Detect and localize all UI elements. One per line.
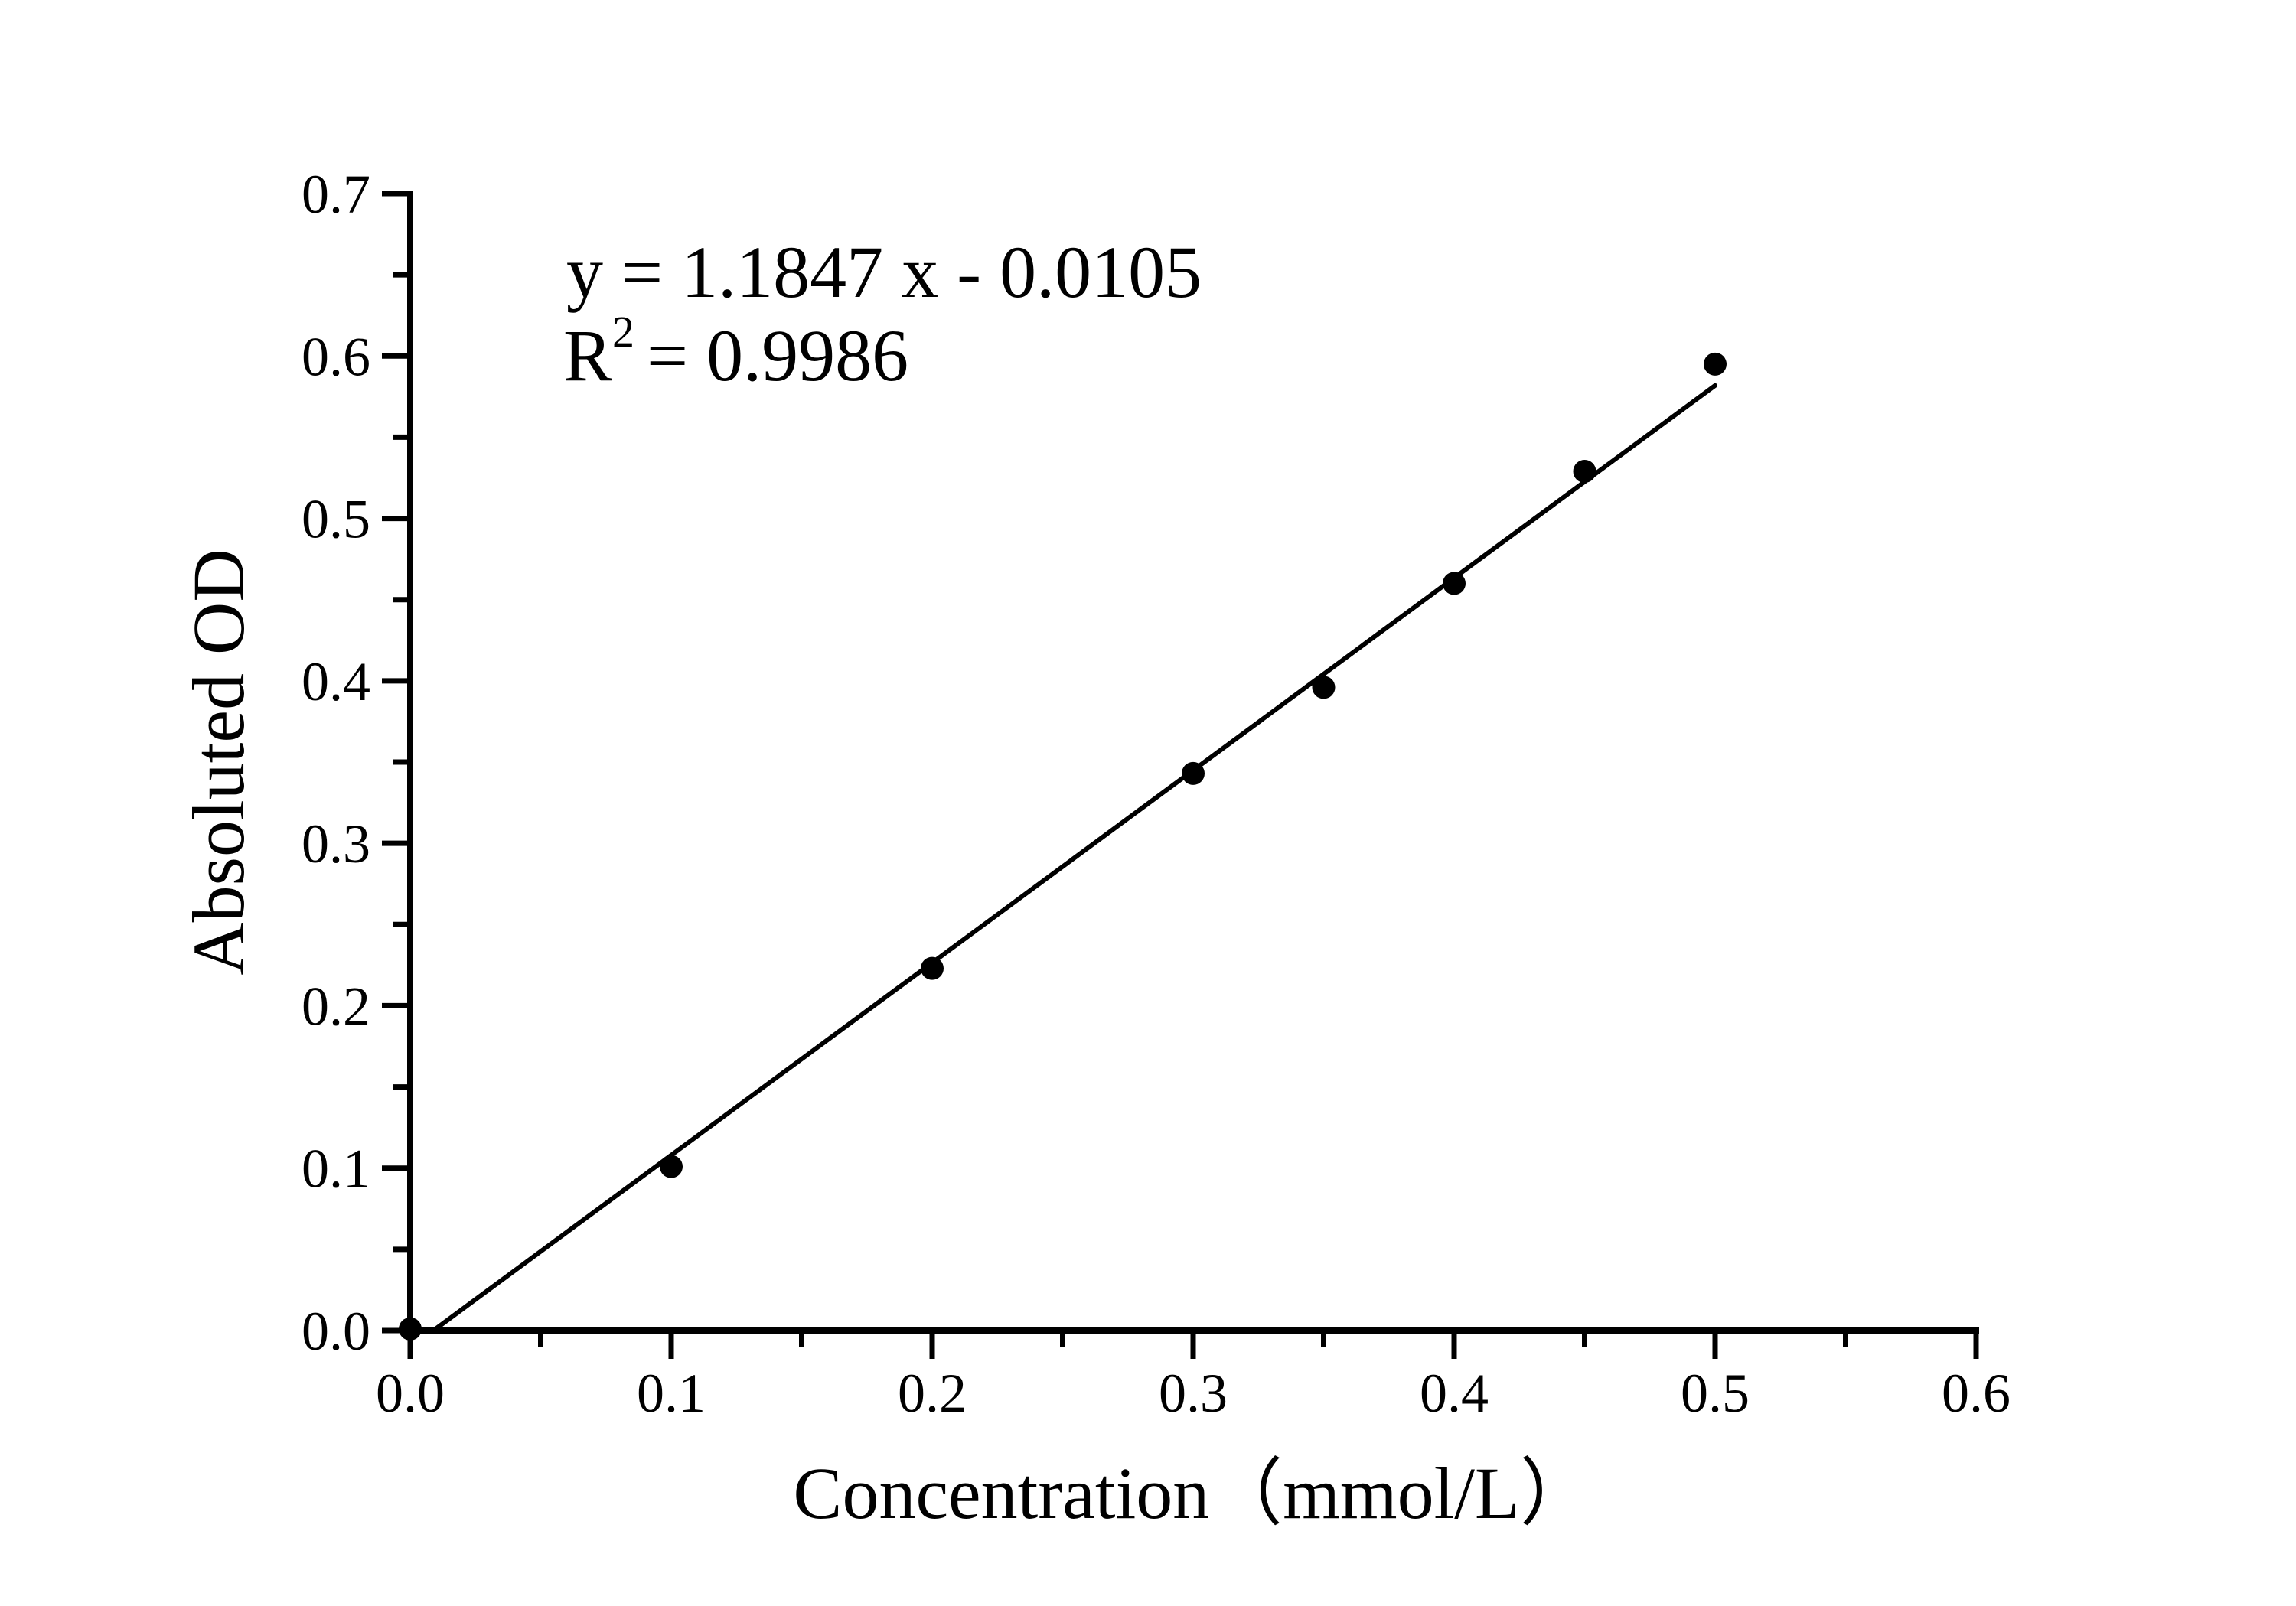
y-tick-label: 0.2 <box>302 976 370 1037</box>
y-axis-title: Absoluted OD <box>178 549 259 975</box>
data-point <box>1443 572 1466 595</box>
y-tick-label: 0.3 <box>302 813 370 875</box>
axes-layer: 0.0 0.1 0.2 0.3 0.4 0.5 0.6 0.0 0.1 0.2 0.3 0.4 0.5 0… <box>302 164 2011 1424</box>
x-tick-label: 0.5 <box>1681 1363 1750 1424</box>
y-tick-label: 0.7 <box>302 164 370 225</box>
data-point <box>921 956 944 980</box>
x-tick-label: 0.6 <box>1942 1363 2011 1424</box>
x-tick-label: 0.3 <box>1159 1363 1228 1424</box>
data-points <box>399 352 1727 1341</box>
y-tick-label: 0.6 <box>302 326 370 387</box>
y-tick-label: 0.1 <box>302 1139 370 1200</box>
fit-line <box>431 383 1717 1333</box>
data-point <box>399 1317 422 1341</box>
y-tick-label: 0.0 <box>302 1301 370 1362</box>
y-tick-label: 0.5 <box>302 489 370 550</box>
x-axis-title: Concentration（mmol/L） <box>793 1452 1593 1534</box>
r-squared-label: R2 = 0.9986 <box>563 307 908 396</box>
x-tick-label: 0.0 <box>376 1363 445 1424</box>
x-tick-label: 0.4 <box>1420 1363 1489 1424</box>
data-point <box>1312 676 1336 699</box>
y-tick-label: 0.4 <box>302 651 370 712</box>
data-point <box>660 1155 683 1178</box>
x-tick-label: 0.1 <box>637 1363 706 1424</box>
x-tick-label: 0.2 <box>898 1363 967 1424</box>
data-point <box>1573 460 1596 484</box>
data-point <box>1704 352 1727 376</box>
fit-equation-label: y = 1.1847 x - 0.0105 <box>566 231 1202 313</box>
data-point <box>1182 761 1205 785</box>
